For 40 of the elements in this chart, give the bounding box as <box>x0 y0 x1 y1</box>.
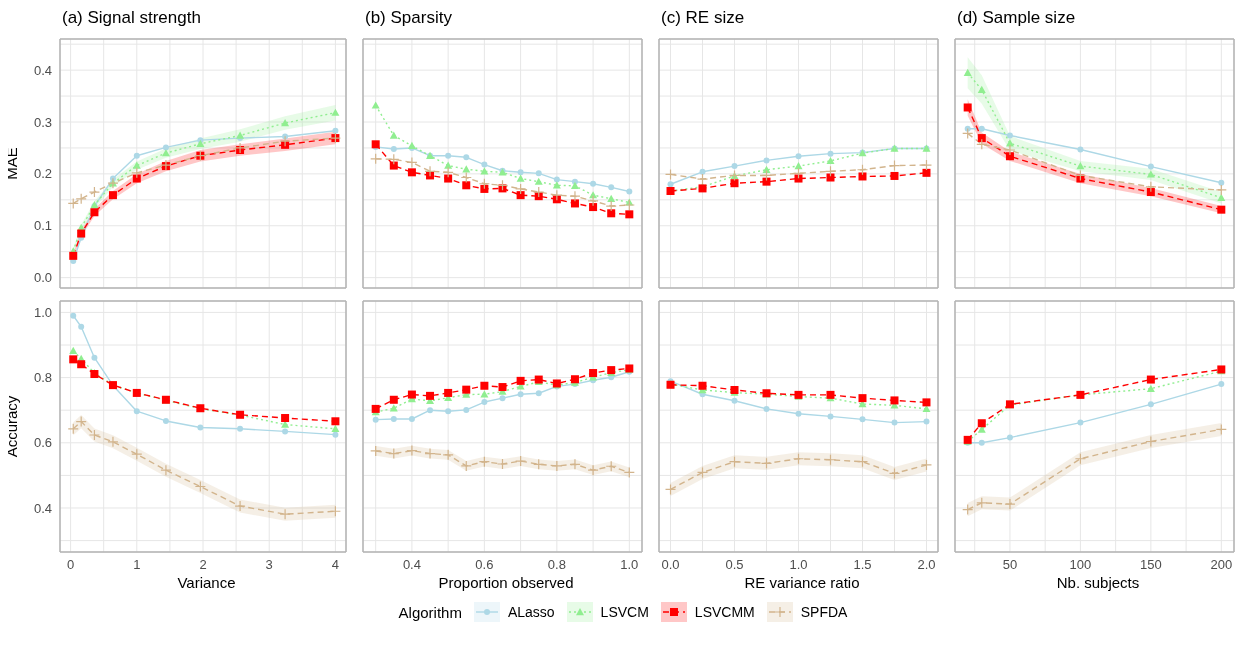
x-tick-label: 1.0 <box>789 557 808 573</box>
y-tick-label: 0.6 <box>33 435 52 451</box>
legend-label: SPFDA <box>800 604 848 620</box>
x-tick-label: 0.4 <box>402 557 421 573</box>
legend-label: LSVCM <box>600 604 649 620</box>
x-axis-title: Proportion observed <box>437 574 575 593</box>
x-axis-title: RE variance ratio <box>743 574 861 593</box>
y-tick-label: 0.2 <box>33 166 52 182</box>
x-tick-label: 200 <box>1210 557 1233 573</box>
chart-title: (b) Sparsity <box>365 8 452 27</box>
y-tick-label: 0.1 <box>33 218 52 234</box>
x-tick-label: 0.8 <box>547 557 566 573</box>
x-tick-label: 2 <box>199 557 207 573</box>
x-tick-label: 100 <box>1069 557 1092 573</box>
chart-title: (d) Sample size <box>957 8 1076 27</box>
y-tick-label: 0.3 <box>33 114 52 130</box>
y-tick-label: 0.4 <box>33 62 52 78</box>
x-tick-label: 4 <box>331 557 340 573</box>
legend-title: Algorithm <box>398 603 462 621</box>
x-tick-label: 1.5 <box>853 557 872 573</box>
chart-title: (c) RE size <box>661 8 745 27</box>
x-tick-label: 150 <box>1140 557 1162 573</box>
x-tick-label: 1.0 <box>620 557 639 573</box>
y-tick-label: 0.8 <box>33 370 52 386</box>
x-axis-title: Variance <box>176 574 237 593</box>
x-tick-label: 0 <box>66 557 75 573</box>
x-tick-label: 3 <box>265 557 273 573</box>
y-tick-label: 0.4 <box>33 500 52 516</box>
x-axis-title: Nb. subjects <box>1055 574 1141 593</box>
x-tick-label: 2.0 <box>917 557 936 573</box>
x-tick-label: 1 <box>133 557 141 573</box>
x-tick-label: 0.5 <box>725 557 744 573</box>
x-tick-label: 0.0 <box>661 557 680 573</box>
y-tick-label: 0.0 <box>33 270 52 286</box>
x-tick-label: 0.6 <box>475 557 494 573</box>
chart-title: (a) Signal strength <box>62 8 201 27</box>
x-tick-label: 50 <box>1002 557 1018 573</box>
legend-label: ALasso <box>507 604 555 620</box>
y-tick-label: 1.0 <box>33 305 52 321</box>
legend-label: LSVCMM <box>694 604 755 620</box>
